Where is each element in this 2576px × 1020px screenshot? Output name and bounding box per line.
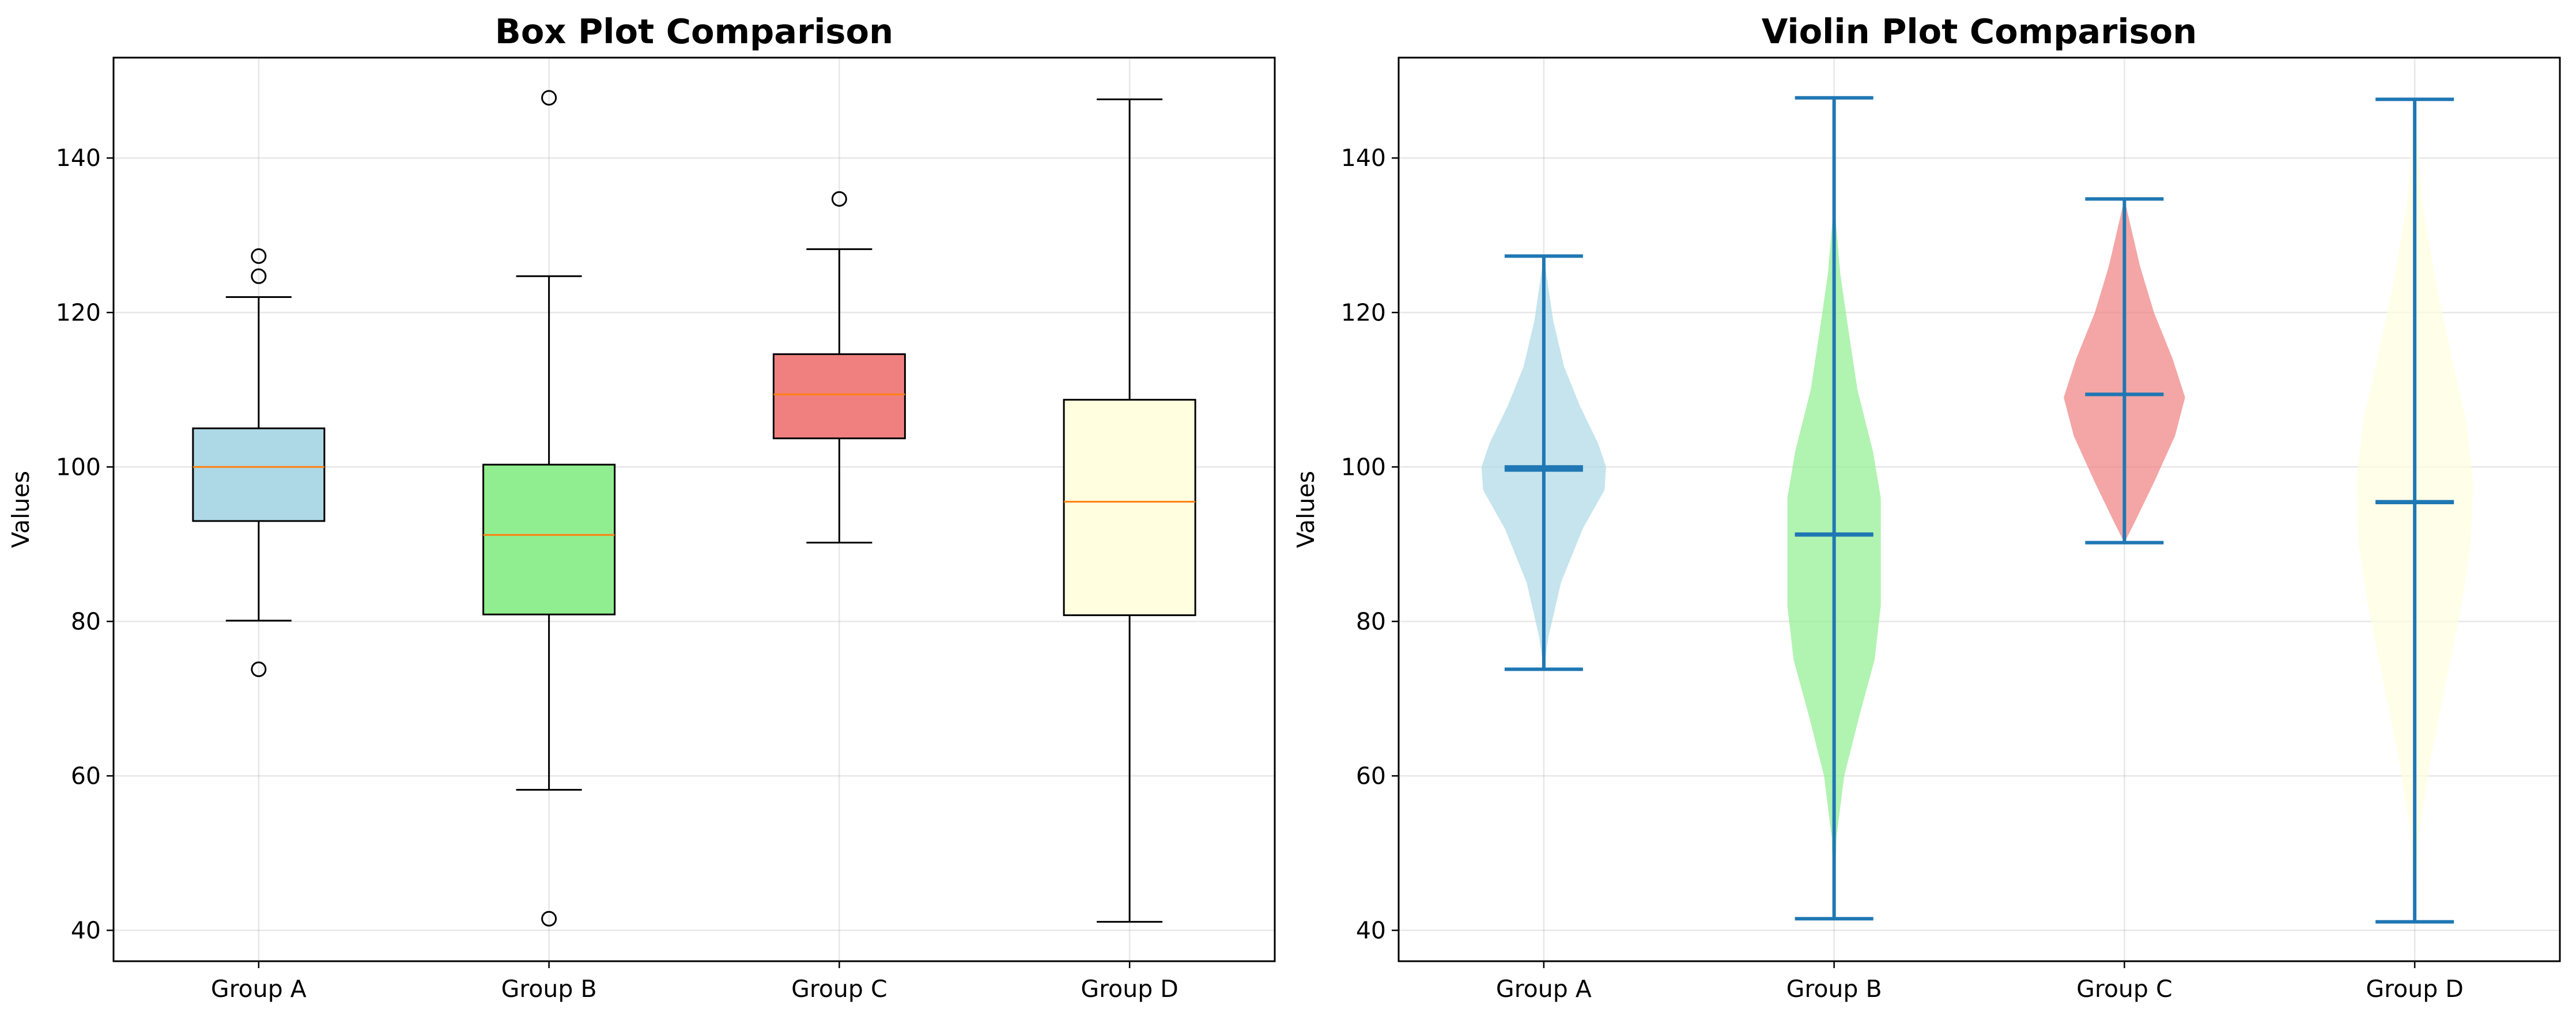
box-plot-y-tick-label: 120 xyxy=(56,299,101,326)
box-outlier xyxy=(541,90,557,106)
violin-plot-panel: Violin Plot Comparison Values 40 60 80 100 1… xyxy=(1292,12,2561,1003)
box-plot-x-tick-label: Group B xyxy=(501,975,597,1003)
box-body xyxy=(192,427,326,522)
violin-group xyxy=(2064,197,2185,545)
box-plot-frame xyxy=(112,56,1276,962)
violin-plot-axes: 40 60 80 100 120 140 Group A Group B Group C Grou… xyxy=(1341,144,2464,1003)
box-body xyxy=(482,463,616,615)
violin-plot-marks xyxy=(1481,96,2473,924)
box-body xyxy=(1063,399,1196,617)
violin-plot-title: Violin Plot Comparison xyxy=(1762,12,2197,51)
violin-plot-x-tick-label: Group C xyxy=(2076,975,2172,1003)
box-outlier xyxy=(831,191,847,207)
violin-group xyxy=(2356,97,2473,924)
violin-plot-x-tick-label: Group D xyxy=(2366,975,2463,1003)
box-plot-y-tick-label: 100 xyxy=(56,453,101,481)
violin-plot-y-axis-label: Values xyxy=(1292,471,1320,548)
box-plot-y-tick-label: 140 xyxy=(56,144,101,172)
violin-plot-y-tick-label: 80 xyxy=(1356,607,1386,635)
violin-plot-frame xyxy=(1397,56,2561,962)
violin-plot-y-tick-label: 140 xyxy=(1341,144,1386,172)
box-group xyxy=(192,248,326,677)
box-plot-x-tick-label: Group C xyxy=(791,975,887,1003)
box-plot-panel: Box Plot Comparison Values 40 60 80 100 120 1… xyxy=(7,12,1276,1003)
box-plot-marks xyxy=(192,90,1196,927)
box-plot-title: Box Plot Comparison xyxy=(495,12,893,51)
box-group xyxy=(772,191,906,544)
box-plot-y-tick-label: 80 xyxy=(71,607,101,635)
box-plot-y-axis-label: Values xyxy=(7,471,35,548)
violin-plot-y-tick-label: 40 xyxy=(1356,916,1386,944)
violin-group xyxy=(1481,254,1606,671)
violin-plot-y-tick-label: 120 xyxy=(1341,299,1386,326)
box-outlier xyxy=(251,248,267,264)
box-outlier xyxy=(251,268,267,284)
box-body xyxy=(772,353,906,440)
box-plot-y-tick-label: 60 xyxy=(71,762,101,789)
violin-plot-x-tick-label: Group B xyxy=(1786,975,1882,1003)
violin-plot-y-tick-label: 60 xyxy=(1356,762,1386,789)
box-plot-x-tick-label: Group D xyxy=(1081,975,1178,1003)
violin-group xyxy=(1787,96,1881,921)
box-plot-y-tick-label: 40 xyxy=(71,916,101,944)
violin-plot-x-tick-label: Group A xyxy=(1496,975,1592,1003)
box-plot-x-tick-label: Group A xyxy=(211,975,307,1003)
box-plot-axes: 40 60 80 100 120 140 Group A Group B Group C Grou… xyxy=(56,144,1179,1003)
box-outlier xyxy=(251,661,267,677)
box-group xyxy=(1063,98,1196,923)
box-outlier xyxy=(541,911,557,927)
box-group xyxy=(482,90,616,927)
violin-plot-y-tick-label: 100 xyxy=(1341,453,1386,481)
